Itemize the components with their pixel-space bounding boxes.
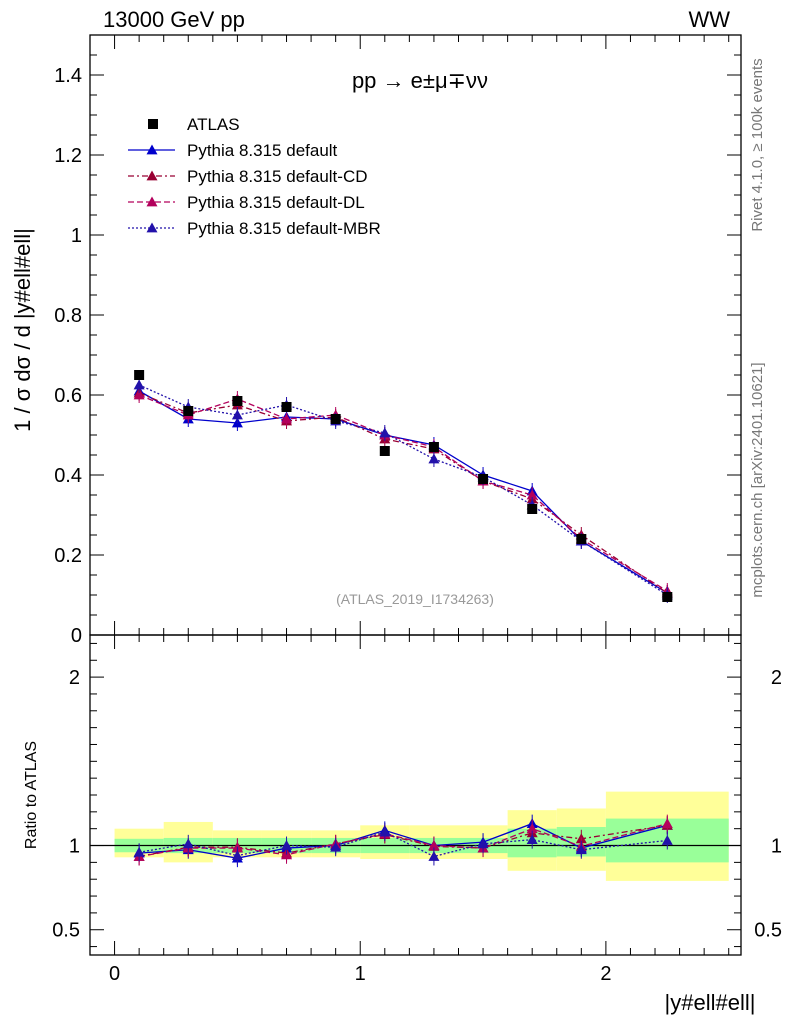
data-point: [428, 442, 439, 452]
x-axis-label: |y#ell#ell|: [665, 990, 756, 1015]
ratio-marker-dl: [428, 840, 440, 850]
series-line-mbr: [138, 384, 668, 596]
series-marker-dl: [133, 389, 145, 400]
main-plot-area: 0 0.2 0.4 0.6 0.8 1 1.2 1.4: [54, 35, 741, 647]
x-tick-label: 1: [355, 963, 366, 985]
legend-label: Pythia 8.315 default: [187, 141, 338, 160]
legend-marker-default: [146, 144, 158, 155]
ratio-y-tick-label-right: 2: [771, 667, 782, 689]
data-point: [576, 534, 587, 544]
legend-marker-mbr: [146, 222, 158, 233]
ratio-marker-mbr: [231, 850, 243, 861]
y-tick-label: 1: [71, 225, 82, 247]
series-marker-dl: [281, 413, 293, 424]
energy-label: 13000 GeV pp: [103, 7, 245, 32]
y-tick-label: 0.2: [54, 545, 82, 567]
data-point: [183, 406, 194, 416]
ratio-marker-mbr: [182, 838, 194, 849]
ratio-marker-mbr: [526, 834, 538, 845]
ratio-frame: [89, 634, 742, 956]
series-line-dl: [138, 394, 668, 592]
y-axis-label: 1 / σ dσ / d |y#ell#ell|: [10, 228, 35, 432]
ratio-y-axis-label: Ratio to ATLAS: [23, 741, 40, 849]
ratio-plot-area: 0.5 0.5 1 1 2 2 0 1 2: [52, 635, 782, 985]
data-point: [379, 446, 390, 456]
ratio-marker-mbr: [133, 846, 145, 857]
series-marker-dl: [526, 489, 538, 500]
ratio-marker-mbr: [379, 826, 391, 837]
data-point: [281, 402, 292, 412]
ratio-y-tick-label: 2: [69, 667, 80, 689]
main-panel: pp → e±μ∓νν 1 / σ dσ / d |y#ell#ell| (AT…: [10, 34, 742, 647]
ratio-panel: Ratio to ATLAS 0.5 0.5 1 1 2 2 0 1 2 |y#ell#ell|: [23, 634, 782, 1015]
legend-label: ATLAS: [187, 115, 240, 134]
legend-label: Pythia 8.315 default-MBR: [187, 219, 381, 238]
series-line-cd: [138, 392, 668, 594]
data-point: [134, 370, 145, 380]
plot-title: pp → e±μ∓νν: [352, 68, 488, 93]
legend-label: Pythia 8.315 default-CD: [187, 167, 368, 186]
y-tick-label: 1.4: [54, 65, 82, 87]
legend-label: Pythia 8.315 default-DL: [187, 193, 365, 212]
data-point: [330, 414, 341, 424]
series-marker-mbr: [379, 427, 391, 438]
legend-marker-dl: [146, 196, 158, 207]
ratio-marker-mbr: [330, 841, 342, 852]
data-point: [232, 396, 243, 406]
ratio-marker-mbr: [281, 840, 293, 850]
data-point: [662, 592, 673, 602]
ratio-marker-dl: [661, 818, 673, 829]
legend: ATLAS Pythia 8.315 default Pythia 8.315 de…: [128, 115, 381, 238]
ratio-line-dl: [139, 823, 668, 858]
series-marker-mbr: [133, 379, 145, 390]
rivet-label: Rivet 4.1.0, ≥ 100k events: [749, 58, 766, 231]
process-tag: WW: [688, 7, 730, 32]
ratio-marker-mbr: [428, 850, 440, 861]
ratio-marker-mbr: [575, 844, 587, 855]
data-point: [527, 504, 538, 514]
ratio-y-tick-label: 0.5: [52, 920, 80, 942]
x-tick-label: 0: [109, 963, 120, 985]
legend-marker-data: [148, 119, 158, 129]
ratio-marker-mbr: [661, 834, 673, 845]
ratio-marker-mbr: [477, 838, 489, 849]
series-marker-mbr: [428, 453, 440, 464]
series-marker-mbr: [231, 409, 243, 420]
y-tick-label: 0: [71, 625, 82, 647]
analysis-tag: (ATLAS_2019_I1734263): [336, 591, 494, 607]
y-tick-label: 0.6: [54, 385, 82, 407]
ratio-marker-dl: [526, 823, 538, 834]
y-tick-label: 0.4: [54, 465, 82, 487]
series-line-default: [138, 390, 668, 594]
y-tick-label: 1.2: [54, 145, 82, 167]
mcplots-label: mcplots.cern.ch [arXiv:2401.10621]: [749, 362, 766, 597]
x-tick-label: 2: [600, 963, 611, 985]
ratio-y-tick-label-right: 1: [771, 836, 782, 858]
y-tick-label: 0.8: [54, 305, 82, 327]
ratio-y-tick-label-right: 0.5: [754, 920, 782, 942]
data-point: [478, 474, 489, 484]
legend-marker-cd: [146, 170, 158, 181]
ratio-y-tick-label: 1: [69, 836, 80, 858]
